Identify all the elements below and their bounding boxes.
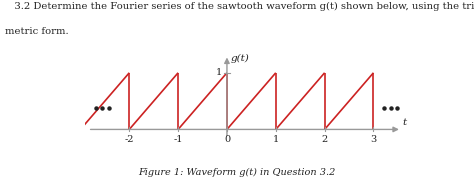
Text: -1: -1: [173, 135, 183, 144]
Text: metric form.: metric form.: [5, 27, 68, 36]
Text: t: t: [403, 118, 407, 127]
Text: -2: -2: [125, 135, 134, 144]
Text: Figure 1: Waveform g(t) in Question 3.2: Figure 1: Waveform g(t) in Question 3.2: [138, 168, 336, 177]
Text: 3: 3: [370, 135, 376, 144]
Text: g(t): g(t): [230, 54, 249, 63]
Text: 1: 1: [216, 68, 222, 77]
Text: 1: 1: [273, 135, 279, 144]
Text: 2: 2: [321, 135, 328, 144]
Text: 0: 0: [224, 135, 230, 144]
Text: 3.2 Determine the Fourier series of the sawtooth waveform g(t) shown below, usin: 3.2 Determine the Fourier series of the …: [5, 2, 474, 11]
